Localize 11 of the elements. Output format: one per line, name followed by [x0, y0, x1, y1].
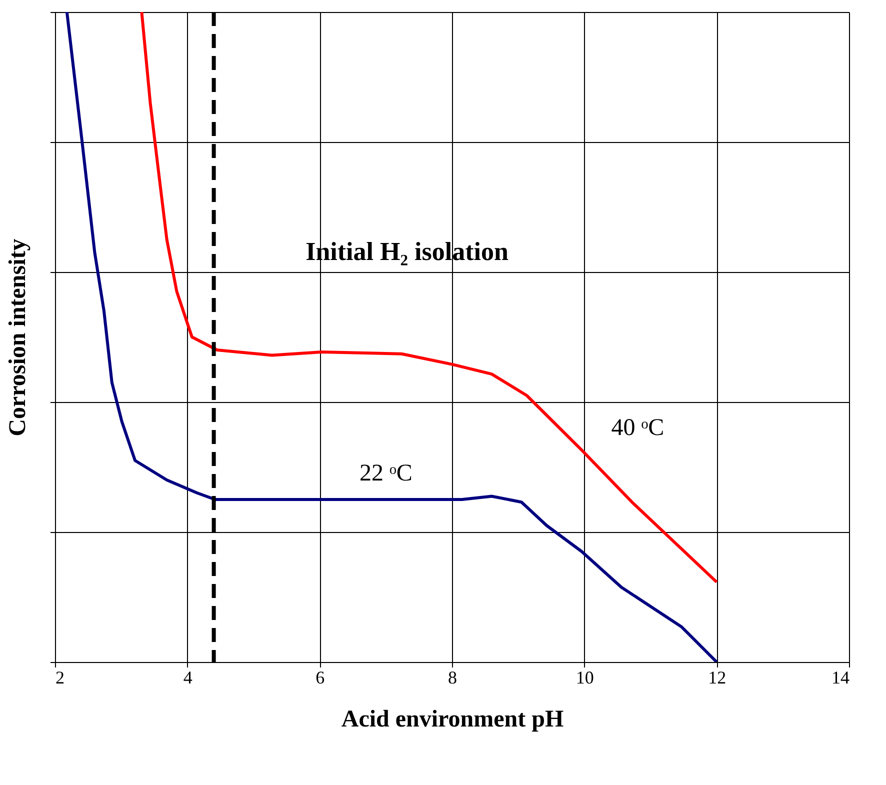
x-tick-label: 10	[576, 668, 594, 688]
x-axis-title: Acid environment pH	[341, 706, 564, 732]
x-tick-label: 4	[183, 668, 192, 688]
x-tick-label: 8	[448, 668, 457, 688]
x-tick-label: 6	[316, 668, 325, 688]
series-label: 40 ᵒC	[611, 415, 664, 442]
x-tick-label: 2	[56, 668, 64, 688]
y-axis-title: Corrosion intensity	[5, 238, 31, 436]
x-tick-label: 12	[708, 668, 726, 688]
x-tick-label: 14	[832, 668, 850, 688]
series-label: 22 ᵒC	[359, 460, 412, 486]
